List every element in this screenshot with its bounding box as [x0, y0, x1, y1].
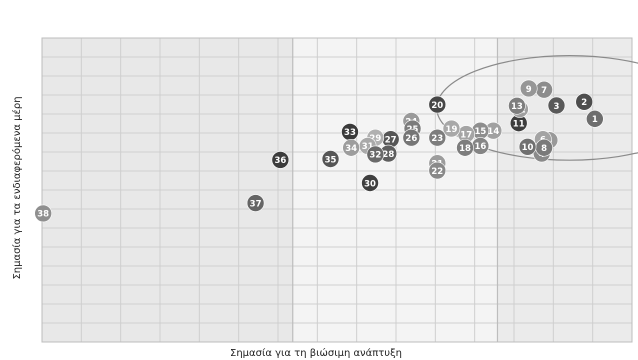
data-point-9: 9	[519, 79, 538, 98]
data-point-16: 16	[471, 137, 490, 155]
data-point-34: 34	[342, 138, 360, 157]
data-point-marker	[518, 138, 537, 156]
data-point-19: 19	[442, 119, 461, 138]
data-point-label: 16	[474, 142, 486, 152]
data-point-marker	[246, 194, 265, 212]
data-point-marker	[428, 95, 447, 114]
data-point-label: 2	[581, 98, 587, 108]
data-point-marker	[402, 128, 421, 147]
plot-border	[41, 37, 633, 343]
data-point-label: 27	[385, 136, 397, 146]
data-point-26: 26	[402, 128, 421, 147]
data-point-33: 33	[341, 123, 359, 141]
data-point-label: 22	[431, 167, 443, 177]
data-point-marker	[519, 79, 538, 98]
data-point-8: 8	[535, 138, 553, 157]
data-point-label: 37	[250, 199, 262, 209]
data-point-label: 13	[511, 102, 523, 112]
data-point-label: 32	[369, 151, 381, 161]
data-point-label: 30	[364, 179, 376, 189]
data-point-marker	[366, 145, 385, 164]
data-points: 1234567891011121314151617181920212223242…	[34, 79, 604, 223]
data-point-label: 23	[431, 134, 443, 144]
data-point-label: 29	[369, 134, 381, 144]
data-point-marker	[321, 150, 340, 168]
data-point-23: 23	[428, 128, 447, 147]
x-axis-label: Σημασία για τη βιώσιμη ανάπτυξη	[230, 347, 402, 359]
data-point-label: 36	[274, 156, 286, 166]
data-point-marker	[34, 204, 52, 223]
data-point-marker	[428, 161, 447, 180]
data-point-label: 28	[382, 150, 394, 160]
data-point-marker	[575, 93, 594, 111]
data-point-3: 3	[547, 96, 566, 115]
data-point-label: 20	[431, 101, 443, 111]
data-point-7: 7	[535, 80, 553, 99]
data-point-marker	[586, 110, 604, 128]
data-point-marker	[342, 138, 360, 157]
data-point-36: 36	[271, 151, 290, 169]
data-point-label: 9	[526, 85, 532, 95]
data-point-1: 1	[586, 110, 604, 128]
data-point-label: 31	[362, 142, 374, 152]
data-point-label: 15	[474, 127, 486, 137]
data-point-22: 22	[428, 161, 447, 180]
data-point-marker	[456, 138, 474, 157]
data-point-label: 26	[405, 134, 417, 144]
data-point-2: 2	[575, 93, 594, 111]
data-point-label: 35	[325, 155, 337, 165]
data-point-20: 20	[428, 95, 447, 114]
data-point-18: 18	[456, 138, 474, 157]
data-point-marker	[361, 174, 379, 192]
data-point-28: 28	[379, 144, 398, 163]
data-point-label: 7	[541, 86, 547, 96]
data-point-13: 13	[508, 96, 526, 115]
data-point-label: 19	[446, 125, 458, 135]
data-point-35: 35	[321, 150, 340, 168]
data-point-marker	[428, 128, 447, 147]
data-point-label: 1	[592, 115, 598, 125]
data-point-label: 10	[522, 143, 534, 153]
data-point-10: 10	[518, 138, 537, 156]
data-point-marker	[547, 96, 566, 115]
y-axis-label: Σημασία για τα ενδιαφερόμενα μέρη	[11, 96, 23, 279]
data-point-label: 34	[345, 144, 357, 154]
data-point-label: 17	[460, 130, 472, 140]
data-point-30: 30	[361, 174, 379, 192]
data-point-label: 3	[554, 102, 560, 112]
data-point-37: 37	[246, 194, 265, 212]
data-point-32: 32	[366, 145, 385, 164]
data-point-label: 14	[487, 127, 499, 137]
data-point-label: 33	[344, 128, 356, 138]
data-point-label: 11	[513, 119, 525, 129]
data-point-marker	[271, 151, 290, 169]
data-point-38: 38	[34, 204, 52, 223]
data-point-marker	[442, 119, 461, 138]
data-point-label: 18	[459, 144, 471, 154]
data-point-label: 38	[37, 210, 49, 220]
data-point-marker	[508, 96, 526, 115]
data-point-label: 8	[541, 144, 547, 154]
